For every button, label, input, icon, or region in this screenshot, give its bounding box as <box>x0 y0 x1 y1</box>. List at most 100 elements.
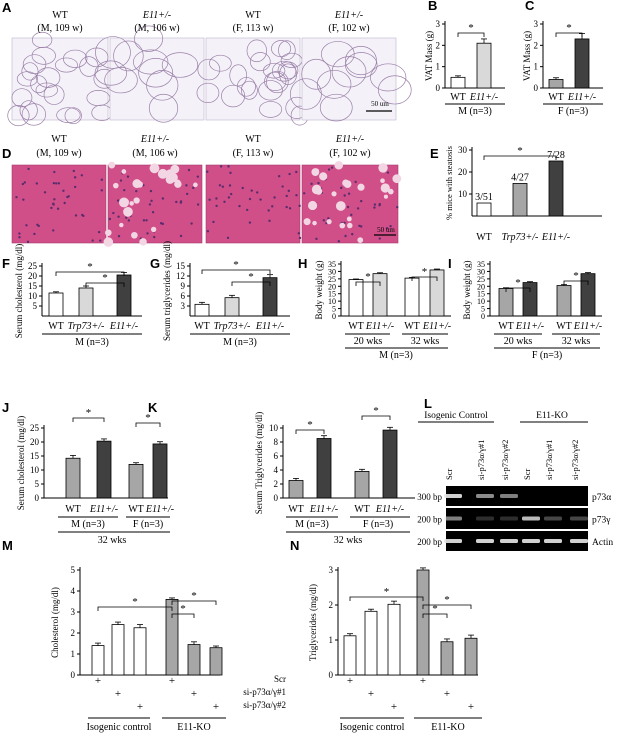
nucleus <box>208 198 211 201</box>
bar <box>580 273 596 317</box>
cell-outline <box>345 45 377 76</box>
panel-label-i: I <box>448 256 452 271</box>
nucleus <box>297 232 301 235</box>
y-tick-label: 3 <box>534 19 539 29</box>
significance-star: * <box>384 586 390 598</box>
cell-outline <box>271 40 292 58</box>
panel-label-g: G <box>150 256 160 271</box>
group-label: F (n=3) <box>133 519 163 530</box>
plus-marker: + <box>95 675 101 687</box>
panel-label-c: C <box>525 0 535 13</box>
cell-outline <box>278 40 296 61</box>
nucleus <box>226 236 230 240</box>
significance-star: * <box>373 405 379 417</box>
image-caption: WT <box>245 10 261 21</box>
image-caption: WT <box>52 10 68 21</box>
nucleus <box>142 219 146 222</box>
scale-bar-label: 50 um <box>371 100 389 108</box>
significance-bracket <box>483 155 557 160</box>
y-tick-label: 15 <box>28 281 38 291</box>
y-tick-label: 1 <box>71 649 76 659</box>
nucleus <box>250 189 253 192</box>
panel-label-d: D <box>2 146 11 161</box>
panel-label-l: L <box>424 396 432 411</box>
bar <box>187 644 201 676</box>
nucleus <box>298 236 302 240</box>
cell-outline <box>31 31 53 48</box>
group-label: M (n=3) <box>379 350 413 361</box>
plus-marker: + <box>169 675 175 687</box>
lane-label: Scr <box>444 469 454 481</box>
bar <box>522 282 538 317</box>
cell-outline <box>7 105 30 127</box>
bar <box>91 645 105 676</box>
nucleus <box>385 227 389 230</box>
cell-outline <box>19 100 38 121</box>
gel-band <box>444 539 462 543</box>
nucleus <box>389 224 392 228</box>
group-label: F (n=3) <box>363 519 393 530</box>
significance-bracket <box>171 613 195 618</box>
data-label: 4/27 <box>511 172 529 183</box>
lipid-vacuole <box>346 216 352 222</box>
significance-bracket <box>55 271 125 276</box>
group-label: Isogenic control <box>87 722 152 733</box>
bar <box>556 285 572 317</box>
gel-band <box>476 539 494 543</box>
significance-bracket <box>422 613 448 618</box>
cell-outline <box>229 64 248 87</box>
nucleus <box>281 185 284 188</box>
nucleus <box>159 222 163 225</box>
significance-star: * <box>444 594 450 606</box>
cell-outline <box>319 93 353 122</box>
y-tick-label: 10 <box>458 189 468 199</box>
cell-outline <box>146 70 179 101</box>
lipid-vacuole <box>105 229 112 237</box>
significance-bracket <box>295 429 325 434</box>
y-tick-label: 6 <box>181 291 186 301</box>
lipid-vacuole <box>108 161 116 169</box>
significance-star: * <box>248 271 254 283</box>
bar <box>224 297 240 317</box>
nucleus <box>73 185 77 189</box>
gel-band <box>500 494 518 498</box>
nucleus <box>378 204 381 207</box>
plus-marker: + <box>115 688 121 700</box>
bar <box>464 637 478 676</box>
nucleus <box>227 165 230 168</box>
nucleus <box>146 232 149 235</box>
y-tick-label: 9 <box>181 281 186 291</box>
lipid-vacuole <box>139 238 147 246</box>
y-tick-label: 25 <box>30 423 40 433</box>
y-tick-label: 10 <box>269 423 279 433</box>
significance-bracket <box>231 281 271 286</box>
group-label: E11-KO <box>431 722 465 733</box>
category-label: E11+/- <box>89 504 118 515</box>
nucleus <box>343 194 346 197</box>
significance-bracket <box>457 32 485 37</box>
nucleus <box>356 207 360 210</box>
lipid-vacuole <box>380 178 385 184</box>
nucleus <box>135 189 138 193</box>
nucleus <box>302 192 306 195</box>
bar <box>152 443 168 499</box>
category-label: WT <box>404 321 420 332</box>
y-tick-label: 20 <box>328 282 336 291</box>
significance-star: * <box>307 419 313 431</box>
nucleus <box>62 189 65 192</box>
category-label: WT <box>548 92 564 103</box>
nucleus <box>33 232 36 236</box>
image-caption: (M, 109 w) <box>36 148 81 159</box>
category-label: E11+/- <box>573 321 602 332</box>
lipid-vacuole <box>311 184 322 195</box>
nucleus <box>73 176 77 179</box>
gel-group-label: E11-KO <box>536 411 568 421</box>
significance-bracket <box>171 600 217 605</box>
adipose-histology-image <box>205 37 301 121</box>
cell-outline <box>64 107 82 125</box>
nucleus <box>116 199 120 202</box>
y-tick-label: 25 <box>28 261 38 271</box>
cell-outline <box>249 52 271 72</box>
y-tick-label: 12 <box>176 271 185 281</box>
bar <box>476 42 492 89</box>
